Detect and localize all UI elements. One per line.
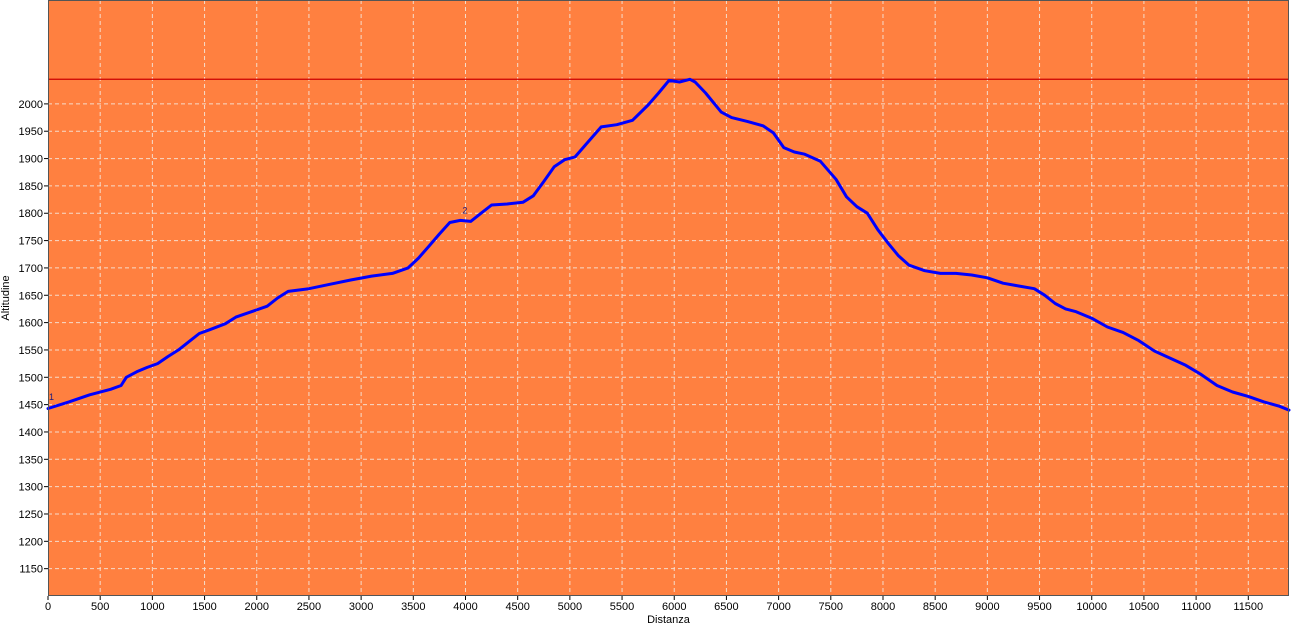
y-tick-label: 1700 <box>19 263 43 275</box>
y-tick-label: 1500 <box>19 372 43 384</box>
x-axis-title: Distanza <box>647 614 691 626</box>
waypoint-marker-label: 2 <box>462 205 467 215</box>
x-tick-label: 9000 <box>975 601 999 613</box>
x-tick-label: 5000 <box>558 601 582 613</box>
y-tick-label: 1250 <box>19 509 43 521</box>
series-line <box>46 77 1291 412</box>
x-tick-label: 10000 <box>1076 601 1107 613</box>
y-tick-label: 1950 <box>19 126 43 138</box>
y-tick-label: 1650 <box>19 290 43 302</box>
x-tick-label: 11500 <box>1233 601 1263 613</box>
x-tick-label: 7000 <box>766 601 790 613</box>
y-tick-label: 2000 <box>19 99 43 111</box>
x-tick-label: 1000 <box>140 601 164 613</box>
x-tick-label: 6000 <box>662 601 686 613</box>
x-tick-label: 3000 <box>349 601 373 613</box>
plot-frame <box>48 0 1289 596</box>
plot-background <box>48 0 1289 596</box>
x-tick-label: 2500 <box>297 601 321 613</box>
x-tick-label: 6500 <box>714 601 738 613</box>
x-tick-label: 4500 <box>505 601 529 613</box>
y-tick-label: 1400 <box>19 427 43 439</box>
y-axis-title: Altitudine <box>0 275 12 320</box>
x-tick-label: 1500 <box>192 601 216 613</box>
y-tick-label: 1550 <box>19 345 43 357</box>
x-tick-label: 8000 <box>871 601 895 613</box>
y-tick-label: 1150 <box>19 564 43 576</box>
y-tick-label: 1600 <box>19 318 43 330</box>
x-tick-label: 0 <box>45 601 51 613</box>
x-tick-label: 500 <box>91 601 109 613</box>
x-tick-label: 10500 <box>1129 601 1160 613</box>
x-tick-label: 8500 <box>923 601 947 613</box>
y-tick-label: 1350 <box>19 454 43 466</box>
x-tick-label: 2000 <box>245 601 269 613</box>
x-tick-label: 4000 <box>453 601 477 613</box>
y-tick-label: 1800 <box>19 208 43 220</box>
grid-lines <box>48 0 1289 596</box>
x-tick-label: 5500 <box>610 601 634 613</box>
y-tick-label: 1850 <box>19 181 43 193</box>
y-tick-label: 1750 <box>19 236 43 248</box>
y-tick-label: 1200 <box>19 536 43 548</box>
x-axis: 0 500 1000 1500 2000 2500 3000 3500 4000 4500 5000… <box>45 596 1263 613</box>
y-axis: 1150 1200 1250 1300 1350 1400 1450 1500 1550 1600… <box>19 99 48 576</box>
y-tick-label: 1450 <box>19 400 43 412</box>
x-tick-label: 3500 <box>401 601 425 613</box>
x-tick-label: 7500 <box>819 601 843 613</box>
x-tick-label: 9500 <box>1027 601 1051 613</box>
waypoint-markers: 12 <box>49 205 467 401</box>
waypoint-marker-label: 1 <box>49 392 54 402</box>
y-tick-label: 1300 <box>19 482 43 494</box>
y-tick-label: 1900 <box>19 154 43 166</box>
x-tick-label: 11000 <box>1181 601 1211 613</box>
